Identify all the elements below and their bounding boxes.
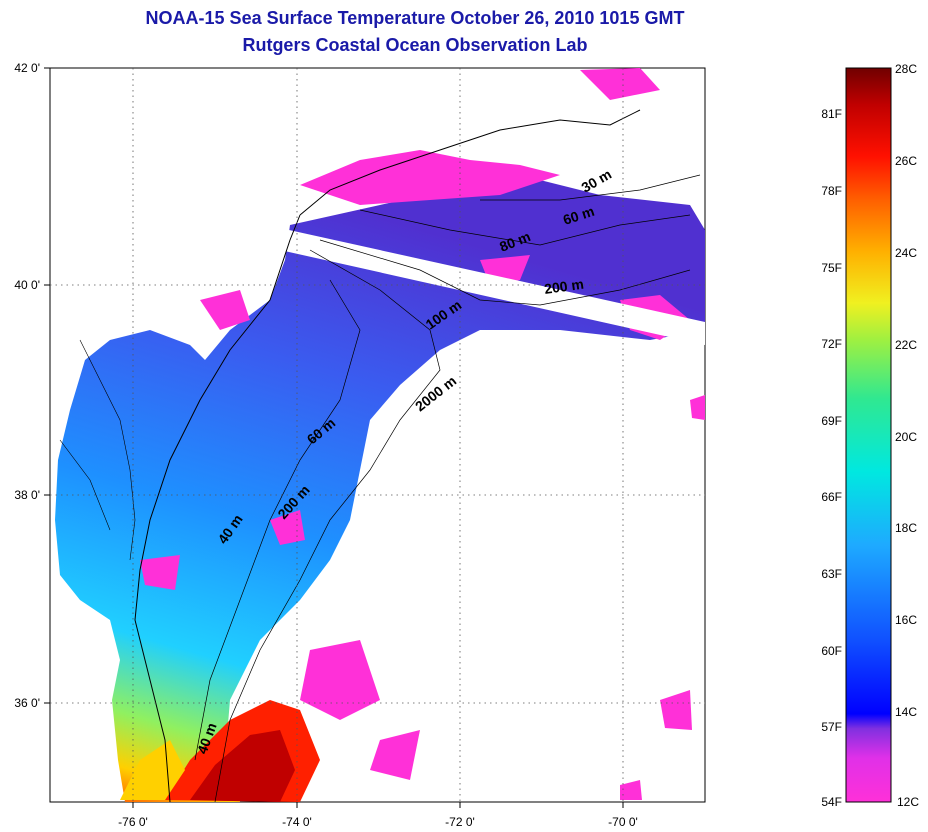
celsius-label: 20C bbox=[895, 430, 917, 444]
fahrenheit-label: 63F bbox=[821, 567, 842, 581]
celsius-label: 22C bbox=[895, 338, 917, 352]
lat-tick-label: 38 0' bbox=[14, 488, 40, 502]
contour-label: 200 m bbox=[543, 276, 585, 297]
celsius-label: 16C bbox=[895, 613, 917, 627]
fahrenheit-label: 66F bbox=[821, 490, 842, 504]
lon-tick-label: -74 0' bbox=[282, 815, 312, 829]
fahrenheit-label: 72F bbox=[821, 337, 842, 351]
lon-tick-label: -76 0' bbox=[118, 815, 148, 829]
celsius-label: 26C bbox=[895, 154, 917, 168]
fahrenheit-label: 60F bbox=[821, 644, 842, 658]
celsius-label: 14C bbox=[895, 705, 917, 719]
celsius-label: 12C bbox=[897, 795, 919, 809]
lat-tick-label: 36 0' bbox=[14, 696, 40, 710]
map-body bbox=[55, 68, 705, 802]
celsius-label: 28C bbox=[895, 62, 917, 76]
fahrenheit-label: 75F bbox=[821, 261, 842, 275]
celsius-label: 18C bbox=[895, 521, 917, 535]
colorbar bbox=[845, 67, 892, 803]
gulf-stream-core bbox=[190, 730, 295, 802]
lon-tick-label: -72 0' bbox=[445, 815, 475, 829]
map-subtitle: Rutgers Coastal Ocean Observation Lab bbox=[242, 35, 588, 55]
axis-ticks bbox=[44, 67, 624, 808]
celsius-label: 24C bbox=[895, 246, 917, 260]
graticule bbox=[50, 68, 705, 802]
chesapeake-bay-outline bbox=[59, 339, 136, 561]
coastline bbox=[134, 109, 641, 802]
colorbar-fahrenheit-labels: 81F 78F 75F 72F 69F 66F 63F 60F 57F 54F bbox=[821, 107, 842, 809]
map-title: NOAA-15 Sea Surface Temperature October … bbox=[145, 8, 685, 28]
bathymetry-contours bbox=[194, 174, 701, 802]
swath-gap bbox=[280, 228, 705, 345]
fahrenheit-label: 81F bbox=[821, 107, 842, 121]
colorbar-celsius-labels: 28C 26C 24C 22C 20C 18C 16C 14C 12C bbox=[895, 62, 919, 809]
lat-tick-label: 42 0' bbox=[14, 61, 40, 75]
fahrenheit-label: 57F bbox=[821, 720, 842, 734]
lat-tick-label: 40 0' bbox=[14, 278, 40, 292]
lon-tick-label: -70 0' bbox=[608, 815, 638, 829]
fahrenheit-label: 69F bbox=[821, 414, 842, 428]
fahrenheit-label: 78F bbox=[821, 184, 842, 198]
fahrenheit-label: 54F bbox=[821, 795, 842, 809]
sst-swath bbox=[55, 180, 705, 802]
